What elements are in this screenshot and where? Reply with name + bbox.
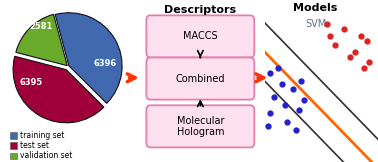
Text: Models: Models xyxy=(293,3,338,13)
Wedge shape xyxy=(13,56,104,123)
Text: Descriptors: Descriptors xyxy=(164,5,236,15)
Text: 6395: 6395 xyxy=(19,78,42,87)
Legend: training set, test set, validation set: training set, test set, validation set xyxy=(6,128,75,162)
FancyBboxPatch shape xyxy=(146,15,254,58)
Text: 2581: 2581 xyxy=(30,22,53,31)
Wedge shape xyxy=(55,13,122,103)
Wedge shape xyxy=(16,14,67,66)
FancyBboxPatch shape xyxy=(146,58,254,100)
Text: Combined: Combined xyxy=(176,74,225,84)
Text: SVM: SVM xyxy=(305,19,326,29)
Text: MACCS: MACCS xyxy=(183,31,218,41)
FancyBboxPatch shape xyxy=(146,105,254,147)
Text: 6396: 6396 xyxy=(94,59,117,68)
Text: Molecular
Hologram: Molecular Hologram xyxy=(177,116,224,137)
